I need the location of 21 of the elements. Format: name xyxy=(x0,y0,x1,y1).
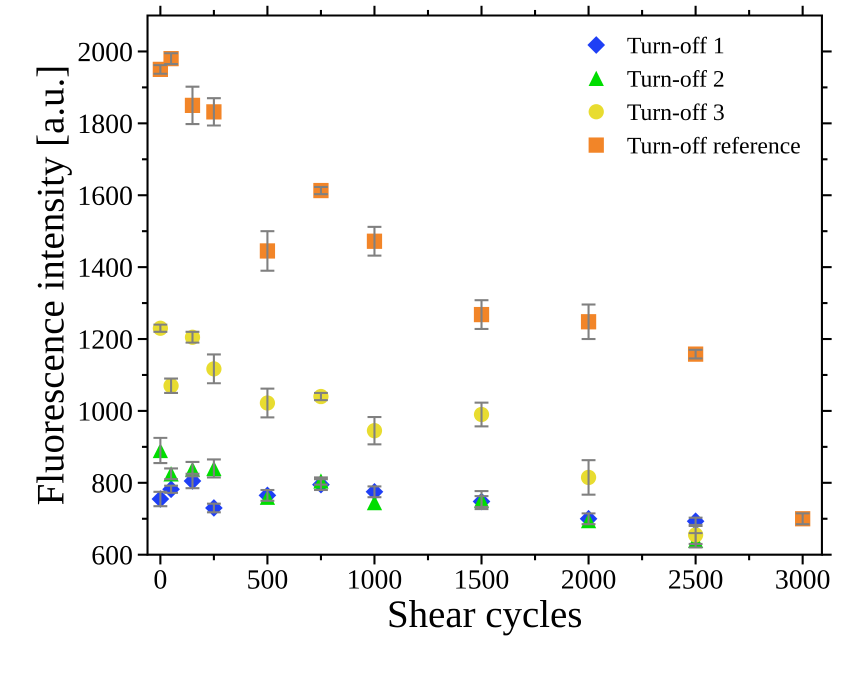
y-tick-label: 1000 xyxy=(80,402,132,421)
y-tick-label: 1200 xyxy=(80,330,132,349)
y-tick-label: 2000 xyxy=(78,42,132,62)
y-tick-label: 600 xyxy=(92,546,132,565)
legend-label: Turn-off reference xyxy=(627,136,800,154)
x-tick-label: 3000 xyxy=(776,570,830,589)
y-axis-title: Fluorescence intensity [a.u.] xyxy=(36,68,72,504)
x-tick-label: 0 xyxy=(154,570,166,589)
y-tick-label: 1600 xyxy=(80,186,132,206)
x-tick-label: 1500 xyxy=(456,570,508,589)
legend-label: Turn-off 1 xyxy=(627,36,724,54)
x-tick-label: 2500 xyxy=(669,570,722,589)
x-axis-title: Shear cycles xyxy=(390,600,582,636)
x-tick-label: 500 xyxy=(248,570,288,589)
legend-label: Turn-off 2 xyxy=(627,70,724,87)
x-tick-label: 1000 xyxy=(349,570,402,589)
x-tick-label: 2000 xyxy=(562,570,616,589)
y-tick-label: 1400 xyxy=(80,258,132,278)
legend-label: Turn-off 3 xyxy=(627,103,724,120)
y-tick-label: 1800 xyxy=(80,114,132,134)
y-tick-label: 800 xyxy=(92,474,132,493)
